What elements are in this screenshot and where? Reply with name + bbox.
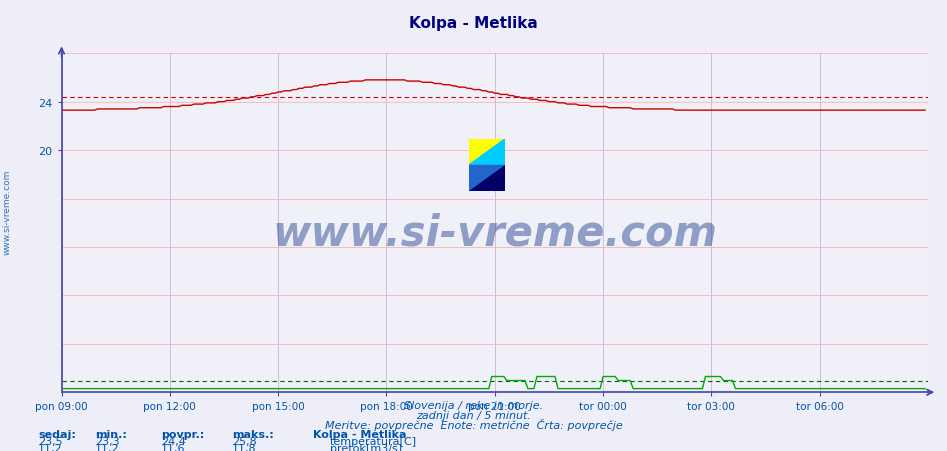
Text: 25,8: 25,8 bbox=[232, 436, 257, 446]
Text: Slovenija / reke in morje.: Slovenija / reke in morje. bbox=[404, 400, 543, 410]
Text: 11,2: 11,2 bbox=[95, 443, 119, 451]
Text: sedaj:: sedaj: bbox=[38, 429, 76, 439]
Text: temperatura[C]: temperatura[C] bbox=[330, 436, 417, 446]
Text: 24,4: 24,4 bbox=[161, 436, 186, 446]
Text: 11,8: 11,8 bbox=[232, 443, 257, 451]
Text: Kolpa - Metlika: Kolpa - Metlika bbox=[313, 429, 406, 439]
Text: www.si-vreme.com: www.si-vreme.com bbox=[273, 212, 717, 254]
Text: povpr.:: povpr.: bbox=[161, 429, 205, 439]
Polygon shape bbox=[469, 140, 505, 166]
Text: pretok[m3/s]: pretok[m3/s] bbox=[330, 443, 402, 451]
Text: Kolpa - Metlika: Kolpa - Metlika bbox=[409, 16, 538, 31]
Polygon shape bbox=[469, 166, 505, 192]
Polygon shape bbox=[469, 140, 505, 166]
Text: min.:: min.: bbox=[95, 429, 127, 439]
Text: 11,6: 11,6 bbox=[161, 443, 186, 451]
Polygon shape bbox=[469, 166, 505, 192]
Text: Meritve: povprečne  Enote: metrične  Črta: povprečje: Meritve: povprečne Enote: metrične Črta:… bbox=[325, 419, 622, 430]
Text: zadnji dan / 5 minut.: zadnji dan / 5 minut. bbox=[416, 410, 531, 420]
Text: 23,3: 23,3 bbox=[95, 436, 119, 446]
Text: 23,5: 23,5 bbox=[38, 436, 63, 446]
Text: www.si-vreme.com: www.si-vreme.com bbox=[3, 170, 12, 254]
Text: maks.:: maks.: bbox=[232, 429, 274, 439]
Text: 11,2: 11,2 bbox=[38, 443, 63, 451]
